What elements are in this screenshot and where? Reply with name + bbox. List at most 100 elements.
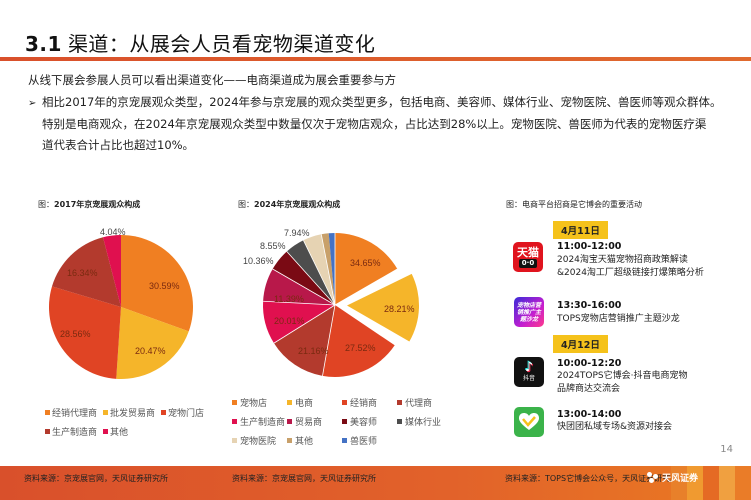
source-note-2: 资料来源：京宠展官网，天风证券研究所	[232, 474, 376, 483]
legend-swatch-icon	[232, 438, 237, 443]
pie2024-label-media: 8.55%	[260, 241, 286, 251]
brand-dots-icon	[647, 471, 659, 484]
slice-agents	[273, 305, 335, 376]
slice-pet-stores	[48, 286, 121, 379]
legend-item: 经销代理商	[45, 406, 97, 419]
slice-groomers	[272, 251, 335, 305]
legend-item: 宠物医院	[232, 434, 287, 447]
pie2017-label-wholesalers: 20.47%	[135, 346, 166, 356]
pie2017-label-manufacturers: 16.34%	[67, 268, 98, 278]
legend-swatch-icon	[287, 419, 292, 424]
figure-1-caption: 2017年京宠展观众构成	[54, 200, 141, 209]
pie2024-label-ecommerce: 28.21%	[384, 304, 415, 314]
event-time: 10:00-12:20	[557, 358, 622, 369]
brand-name: 天风证券	[662, 474, 699, 484]
pie2017-label-others: 4.04%	[100, 227, 126, 237]
event-time: 13:00-14:00	[557, 409, 622, 420]
source-note-3: 资料来源：TOPS它博会公众号，天风证券研究所	[505, 474, 679, 483]
legend-swatch-icon	[342, 438, 347, 443]
event-desc: 2024淘宝天猫宠物招商政策解读 &2024淘工厂超级链接打爆策略分析	[557, 254, 704, 280]
legend-label: 兽医师	[350, 437, 378, 447]
title-divider	[0, 57, 751, 61]
legend-swatch-icon	[232, 419, 237, 424]
pie2024-legend: 宠物店 电商 经销商 代理商 生产制造商 贸易商 美容师 媒体行业 宠物医院 其…	[232, 396, 457, 447]
douyin-icon: ♪ 抖音	[514, 357, 544, 387]
slice-pet-shop	[335, 233, 398, 305]
bullet-paragraph: ➢ 相比2017年的京宠展观众类型，2024年参与京宠展的观众类型更多，包括电商、…	[28, 92, 740, 156]
figure-2-caption: 2024年京宠展观众构成	[254, 200, 341, 209]
legend-label: 美容师	[350, 418, 378, 428]
pie2024-label-pet-hospitals: 7.94%	[284, 228, 310, 238]
legend-swatch-icon	[287, 438, 292, 443]
legend-label: 媒体行业	[405, 418, 442, 428]
legend-item: 电商	[287, 396, 342, 409]
douyin-icon-text: 抖音	[522, 375, 535, 382]
event-time: 13:30-16:00	[557, 300, 622, 311]
legend-item: 生产制造商	[232, 415, 287, 428]
legend-label: 生产制造商	[240, 418, 286, 428]
tmall-icon-text: 天猫	[517, 245, 539, 259]
pie-chart-2017	[48, 235, 193, 379]
legend-label: 批发贸易商	[110, 409, 156, 419]
legend-label: 宠物店	[240, 399, 268, 409]
legend-item: 兽医师	[342, 434, 397, 447]
legend-item: 其他	[103, 425, 128, 438]
legend-swatch-icon	[287, 400, 292, 405]
legend-label: 经销代理商	[52, 409, 98, 419]
kuaituantuan-icon	[514, 407, 544, 437]
bullet-line-1: 相比2017年的京宠展观众类型，2024年参与京宠展的观众类型更多，包括电商、美…	[42, 95, 722, 109]
figure-2-prefix: 图：	[238, 200, 254, 209]
legend-label: 其他	[295, 437, 314, 447]
pie2017-label-dealers: 30.59%	[149, 281, 180, 291]
pie2024-label-agents: 21.16%	[298, 346, 329, 356]
legend-swatch-icon	[161, 410, 167, 415]
legend-item: 宠物店	[232, 396, 287, 409]
date-badge-apr12: 4月12日	[553, 335, 608, 353]
subheading: 从线下展会参展人员可以看出渠道变化——电商渠道成为展会重要参与方	[28, 73, 396, 87]
pie2017-legend: 经销代理商 批发贸易商 宠物门店 生产制造商 其他	[45, 406, 204, 444]
tmall-icon: 天猫 0·0	[513, 242, 543, 272]
legend-item: 经销商	[342, 396, 397, 409]
event-time: 11:00-12:00	[557, 241, 622, 252]
page-title: 3.1 渠道：从展会人员看宠物渠道变化	[25, 28, 375, 57]
slice-others	[103, 235, 121, 307]
pie2024-label-manufacturers: 20.01%	[274, 316, 305, 326]
pie2024-label-distributors: 27.52%	[345, 343, 376, 353]
event-desc-line: TOPS宠物店营销推广主题沙龙	[557, 314, 680, 324]
legend-item: 宠物门店	[161, 406, 204, 419]
event-desc: 2024TOPS它博会·抖音电商宠物 品牌商达交流会	[557, 370, 688, 396]
event-desc-line: &2024淘工厂超级链接打爆策略分析	[557, 268, 704, 278]
footer-decoration	[671, 466, 751, 500]
legend-label: 其他	[110, 428, 129, 438]
legend-label: 宠物门店	[168, 409, 205, 419]
slice-vets	[328, 233, 335, 305]
legend-item: 其他	[287, 434, 342, 447]
source-note-1: 资料来源：京宠展官网，天风证券研究所	[24, 474, 168, 483]
legend-label: 经销商	[350, 399, 378, 409]
tiktok-note-icon: ♪	[524, 360, 534, 375]
slice-distributors	[322, 305, 395, 377]
legend-label: 代理商	[405, 399, 433, 409]
event-desc-line: 2024淘宝天猫宠物招商政策解读	[557, 255, 688, 265]
legend-swatch-icon	[103, 429, 109, 434]
arrow-bullet-icon: ➢	[28, 98, 37, 109]
figure-2-title: 图：2024年京宠展观众构成	[238, 199, 340, 210]
legend-item: 美容师	[342, 415, 397, 428]
section-title: 渠道：从展会人员看宠物渠道变化	[67, 32, 376, 56]
legend-item: 贸易商	[287, 415, 342, 428]
slice-wholesalers	[116, 307, 189, 379]
legend-swatch-icon	[342, 400, 347, 405]
bullet-line-2: 特别是电商观众，在2024年京宠展观众类型中数量仅次于宠物店观众，占比达到28%…	[42, 117, 707, 131]
legend-swatch-icon	[397, 400, 402, 405]
legend-label: 电商	[295, 399, 314, 409]
brand-logo: 天风证券	[647, 471, 698, 484]
legend-item: 批发贸易商	[103, 406, 155, 419]
event-desc-line: 快团团私域专场&资源对接会	[557, 422, 673, 432]
legend-item: 媒体行业	[397, 415, 457, 428]
slice-ecommerce	[347, 273, 420, 342]
event-desc: TOPS宠物店营销推广主题沙龙	[557, 313, 680, 326]
slice-manufacturers	[52, 237, 121, 307]
pie-chart-2024	[263, 233, 420, 377]
pie2024-label-traders: 11.39%	[274, 294, 304, 304]
legend-label: 生产制造商	[52, 428, 98, 438]
